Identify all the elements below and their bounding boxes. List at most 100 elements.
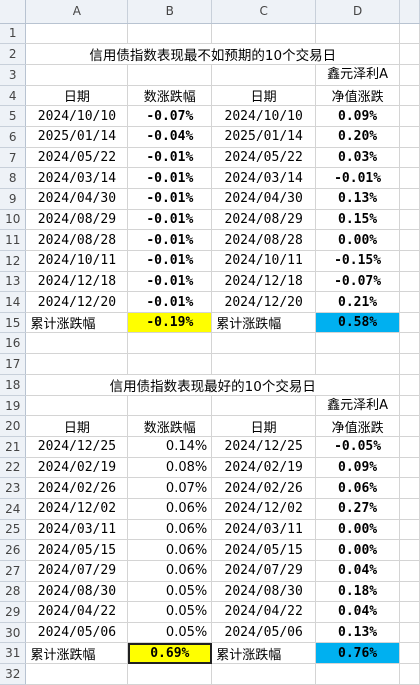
cell[interactable] <box>399 250 420 272</box>
nav-change-cell[interactable]: 0.15% <box>315 209 401 231</box>
fund-date-header[interactable]: 日期 <box>211 85 317 107</box>
row-header[interactable]: 1 <box>0 23 27 45</box>
cell[interactable] <box>399 415 420 438</box>
fund-date-cell[interactable]: 2024/12/18 <box>211 271 317 293</box>
fund-date-cell[interactable]: 2024/08/30 <box>211 581 317 603</box>
nav-change-cell[interactable]: -0.07% <box>315 271 401 293</box>
date-cell[interactable]: 2024/12/18 <box>25 271 129 293</box>
total-nav-change-cell[interactable]: 0.76% <box>315 642 401 665</box>
row-header[interactable]: 2 <box>0 43 27 66</box>
index-change-header[interactable]: 数涨跌幅 <box>127 415 213 438</box>
row-header[interactable]: 18 <box>0 374 27 396</box>
fund-date-cell[interactable]: 2024/08/29 <box>211 209 317 231</box>
cell[interactable] <box>399 271 420 293</box>
date-cell[interactable]: 2024/08/30 <box>25 581 129 603</box>
nav-change-cell[interactable]: 0.00% <box>315 519 401 541</box>
nav-change-cell[interactable]: -0.15% <box>315 250 401 272</box>
nav-change-cell[interactable]: 0.18% <box>315 581 401 603</box>
nav-change-cell[interactable]: 0.09% <box>315 457 401 479</box>
section-title[interactable]: 信用债指数表现最不如预期的10个交易日 <box>25 43 401 66</box>
fund-date-cell[interactable]: 2024/12/02 <box>211 498 317 520</box>
fund-date-cell[interactable]: 2024/05/22 <box>211 147 317 169</box>
cell[interactable] <box>399 642 420 665</box>
cell[interactable] <box>399 457 420 479</box>
row-header[interactable]: 30 <box>0 622 27 644</box>
index-change-cell[interactable]: -0.01% <box>127 250 213 272</box>
date-cell[interactable]: 2024/04/22 <box>25 601 129 623</box>
cell[interactable] <box>399 64 420 86</box>
nav-change-cell[interactable]: 0.13% <box>315 622 401 644</box>
cell[interactable] <box>399 374 420 396</box>
nav-change-cell[interactable]: 0.13% <box>315 188 401 210</box>
total-index-change-cell[interactable]: -0.19% <box>127 312 213 334</box>
cell[interactable] <box>211 23 317 45</box>
cell[interactable] <box>399 85 420 107</box>
index-change-cell[interactable]: 0.06% <box>127 560 213 582</box>
column-header-a[interactable]: A <box>25 0 129 24</box>
fund-date-cell[interactable]: 2024/12/25 <box>211 436 317 458</box>
date-cell[interactable]: 2024/10/11 <box>25 250 129 272</box>
nav-change-cell[interactable]: 0.09% <box>315 105 401 128</box>
cell[interactable] <box>399 188 420 210</box>
total-nav-change-cell[interactable]: 0.58% <box>315 312 401 334</box>
row-header[interactable]: 23 <box>0 477 27 499</box>
nav-change-cell[interactable]: 0.04% <box>315 560 401 582</box>
cell[interactable] <box>211 353 317 375</box>
date-cell[interactable]: 2024/04/30 <box>25 188 129 210</box>
fund-date-cell[interactable]: 2024/02/19 <box>211 457 317 479</box>
fund-date-cell[interactable]: 2024/05/15 <box>211 539 317 561</box>
fund-date-cell[interactable]: 2024/04/22 <box>211 601 317 623</box>
cell[interactable] <box>211 395 317 417</box>
cell[interactable] <box>399 126 420 148</box>
index-change-cell[interactable]: 0.14% <box>127 436 213 458</box>
date-cell[interactable]: 2024/08/29 <box>25 209 129 231</box>
cell[interactable] <box>399 43 420 66</box>
fund-date-cell[interactable]: 2024/08/28 <box>211 229 317 251</box>
fund-date-cell[interactable]: 2025/01/14 <box>211 126 317 148</box>
fund-name-header[interactable]: 鑫元泽利A <box>315 64 401 86</box>
row-header[interactable]: 12 <box>0 250 27 272</box>
row-header[interactable]: 11 <box>0 229 27 251</box>
fund-date-cell[interactable]: 2024/10/10 <box>211 105 317 128</box>
index-change-cell[interactable]: -0.01% <box>127 147 213 169</box>
cell[interactable] <box>127 23 213 45</box>
date-header[interactable]: 日期 <box>25 415 129 438</box>
row-header[interactable]: 25 <box>0 519 27 541</box>
nav-change-cell[interactable]: -0.05% <box>315 436 401 458</box>
fund-date-cell[interactable]: 2024/02/26 <box>211 477 317 499</box>
index-change-cell[interactable]: 0.05% <box>127 622 213 644</box>
cell[interactable] <box>399 581 420 603</box>
total-label-cell-2[interactable]: 累计涨跌幅 <box>211 312 317 334</box>
cell[interactable] <box>25 395 129 417</box>
row-header[interactable]: 13 <box>0 271 27 293</box>
row-header[interactable]: 21 <box>0 436 27 458</box>
cell[interactable] <box>399 601 420 623</box>
total-label-cell[interactable]: 累计涨跌幅 <box>25 312 129 334</box>
cell[interactable] <box>399 167 420 189</box>
fund-name-header[interactable]: 鑫元泽利A <box>315 395 401 417</box>
row-header[interactable]: 19 <box>0 395 27 417</box>
row-header[interactable]: 14 <box>0 291 27 313</box>
row-header[interactable]: 4 <box>0 85 27 107</box>
row-header[interactable]: 28 <box>0 581 27 603</box>
date-cell[interactable]: 2024/05/15 <box>25 539 129 561</box>
cell[interactable] <box>315 23 401 45</box>
date-cell[interactable]: 2024/02/19 <box>25 457 129 479</box>
date-cell[interactable]: 2024/05/06 <box>25 622 129 644</box>
cell[interactable] <box>127 663 213 685</box>
cell[interactable] <box>127 395 213 417</box>
cell[interactable] <box>399 539 420 561</box>
cell[interactable] <box>315 353 401 375</box>
cell[interactable] <box>399 312 420 334</box>
cell[interactable] <box>399 209 420 231</box>
index-change-cell[interactable]: -0.01% <box>127 209 213 231</box>
column-header-d[interactable]: D <box>315 0 401 24</box>
nav-change-cell[interactable]: 0.04% <box>315 601 401 623</box>
cell[interactable] <box>399 353 420 375</box>
cell[interactable] <box>399 105 420 128</box>
nav-change-cell[interactable]: 0.20% <box>315 126 401 148</box>
index-change-cell[interactable]: -0.04% <box>127 126 213 148</box>
row-header[interactable]: 3 <box>0 64 27 86</box>
date-header[interactable]: 日期 <box>25 85 129 107</box>
cell[interactable] <box>399 332 420 355</box>
